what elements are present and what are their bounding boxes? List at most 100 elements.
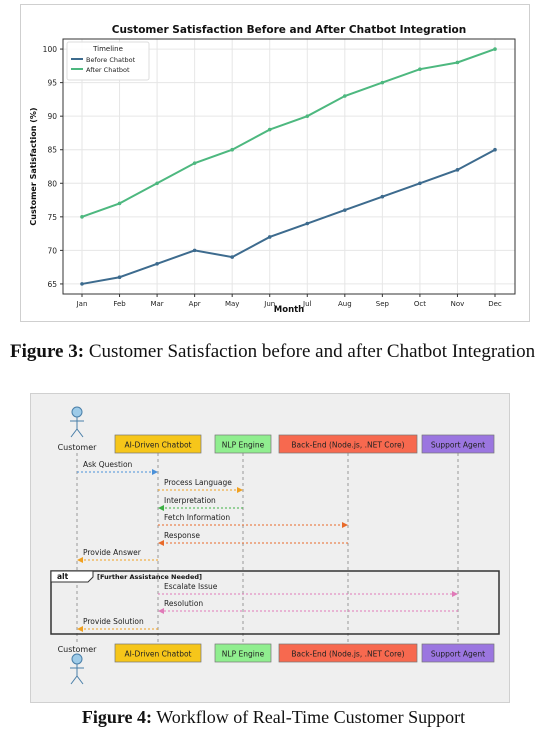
message-label: Response bbox=[164, 531, 200, 540]
actor-leg bbox=[76, 428, 84, 438]
message-label: Provide Solution bbox=[83, 617, 144, 626]
message-label: Interpretation bbox=[164, 496, 216, 505]
message-arrowhead-icon bbox=[152, 469, 158, 475]
series-line bbox=[81, 48, 496, 218]
x-tick-label: Jan bbox=[76, 300, 88, 308]
y-tick-label: 100 bbox=[43, 45, 58, 54]
x-tick-label: Jul bbox=[302, 300, 312, 308]
message-arrowhead-icon bbox=[77, 626, 83, 632]
line-chart: 65 70 75 80 85 90 95 100 Jan Feb Mar Apr May Jun Jul Au… bbox=[29, 24, 516, 315]
customer-actor-bottom-icon bbox=[70, 653, 84, 685]
participant-label: NLP Engine bbox=[222, 441, 265, 450]
figure-4-caption-label: Figure 4: bbox=[81, 707, 153, 727]
message-arrowhead-icon bbox=[77, 557, 83, 563]
figure-3-caption-text: Customer Satisfaction before and after C… bbox=[88, 341, 536, 362]
figure-4-diagram-frame: Customer Customer AI-Driven Chatbot NLP Eng… bbox=[30, 393, 510, 703]
data-point bbox=[493, 47, 497, 51]
x-tick-label: Dec bbox=[488, 300, 502, 308]
data-point bbox=[155, 262, 159, 266]
x-tick-label: Nov bbox=[451, 300, 465, 308]
message-label: Fetch Information bbox=[164, 513, 230, 522]
data-point bbox=[343, 94, 347, 98]
y-tick-label: 90 bbox=[47, 112, 57, 121]
message-label: Provide Answer bbox=[83, 548, 142, 557]
figure-4-caption-text: Workflow of Real-Time Customer Support bbox=[156, 707, 466, 727]
alt-frame-border bbox=[50, 570, 500, 635]
data-point bbox=[267, 127, 272, 132]
participant-box-top bbox=[114, 434, 202, 454]
data-point bbox=[117, 201, 122, 206]
x-tick-label: Feb bbox=[113, 300, 126, 308]
y-tick-label: 95 bbox=[47, 79, 57, 88]
message-label: Resolution bbox=[164, 599, 203, 608]
participant-box-bottom bbox=[114, 643, 202, 663]
participant-label: Back-End (Node.js, .NET Core) bbox=[291, 441, 404, 450]
message-arrowhead-icon bbox=[237, 487, 243, 493]
customer-actor-top-icon bbox=[70, 406, 84, 438]
x-tick-label: Mar bbox=[150, 300, 163, 308]
figure-3-caption-label: Figure 3: bbox=[10, 341, 85, 362]
y-tick-label: 75 bbox=[47, 213, 57, 222]
message-label: Escalate Issue bbox=[164, 582, 218, 591]
x-tick-label: Oct bbox=[414, 300, 426, 308]
data-point bbox=[117, 275, 122, 280]
message-arrowhead-icon bbox=[158, 608, 164, 614]
participant-label: Support Agent bbox=[431, 650, 485, 659]
x-tick-label: May bbox=[225, 300, 239, 308]
legend-title: Timeline bbox=[92, 45, 123, 53]
sequence-diagram: Customer Customer AI-Driven Chatbot NLP Eng… bbox=[50, 406, 500, 685]
customer-label-bottom: Customer bbox=[58, 645, 98, 654]
data-point bbox=[155, 181, 159, 186]
actor-leg bbox=[76, 675, 84, 685]
data-point bbox=[493, 147, 497, 152]
data-point bbox=[305, 114, 310, 118]
figure-4-caption: Figure 4: Workflow of Real-Time Customer… bbox=[0, 707, 547, 727]
actor-head-icon bbox=[71, 406, 83, 418]
x-tick-label: Aug bbox=[338, 300, 352, 308]
actor-head-icon bbox=[71, 653, 83, 665]
alt-fragment: alt [Further Assistance Needed] bbox=[50, 570, 500, 635]
x-tick-label: Apr bbox=[189, 300, 201, 308]
legend-box bbox=[66, 41, 150, 81]
x-tick-label: Jun bbox=[263, 300, 275, 308]
alt-tab bbox=[50, 570, 94, 583]
participant-box-bottom bbox=[278, 643, 418, 663]
data-point bbox=[418, 67, 422, 71]
participant-label: Support Agent bbox=[431, 441, 485, 450]
data-point bbox=[455, 168, 460, 172]
message-arrowhead-icon bbox=[342, 522, 348, 528]
message-arrowhead-icon bbox=[452, 591, 458, 597]
data-point bbox=[192, 161, 197, 165]
data-point bbox=[230, 255, 234, 259]
participant-box-top bbox=[421, 434, 495, 454]
participant-box-bottom bbox=[421, 643, 495, 663]
y-tick-label: 65 bbox=[47, 280, 57, 289]
message-label: Process Language bbox=[164, 478, 232, 487]
participant-label: AI-Driven Chatbot bbox=[125, 650, 192, 659]
y-tick-label: 80 bbox=[47, 179, 57, 188]
message-arrowhead-icon bbox=[158, 505, 164, 511]
message-arrowhead-icon bbox=[158, 540, 164, 546]
data-point bbox=[80, 215, 84, 219]
plot-area-border bbox=[62, 38, 516, 295]
data-point bbox=[192, 248, 197, 253]
participant-box-bottom bbox=[214, 643, 272, 663]
y-tick-label: 85 bbox=[47, 146, 57, 155]
data-point bbox=[305, 221, 310, 226]
data-point bbox=[418, 181, 422, 186]
participant-label: AI-Driven Chatbot bbox=[125, 441, 192, 450]
alt-condition: [Further Assistance Needed] bbox=[97, 573, 202, 581]
participant-label: NLP Engine bbox=[222, 650, 265, 659]
data-point bbox=[230, 147, 234, 152]
legend-entry: After Chatbot bbox=[86, 66, 130, 74]
data-point bbox=[343, 208, 347, 212]
y-tick-label: 70 bbox=[47, 246, 57, 255]
message-label: Ask Question bbox=[83, 460, 133, 469]
participant-box-top bbox=[214, 434, 272, 454]
figure-3-chart-frame: 65 70 75 80 85 90 95 100 Jan Feb Mar Apr May Jun Jul Au… bbox=[20, 4, 530, 322]
series-line bbox=[81, 148, 496, 285]
customer-label-top: Customer bbox=[58, 443, 98, 452]
figure-3-caption: Figure 3: Customer Satisfaction before a… bbox=[10, 341, 542, 363]
actor-leg bbox=[70, 675, 78, 685]
x-tick-label: Sep bbox=[376, 300, 390, 308]
